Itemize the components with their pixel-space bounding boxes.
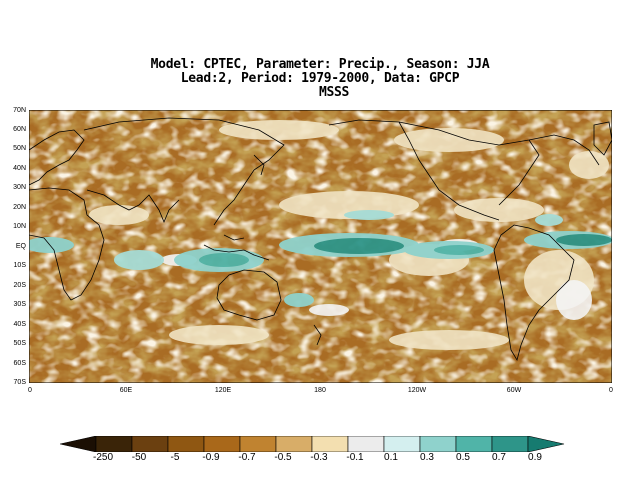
lat-label-eq: EQ	[15, 243, 26, 250]
colorbar-label-9: 0.1	[384, 452, 398, 463]
colorbar-label-1: -250	[92, 452, 114, 463]
teal-band	[29, 210, 612, 307]
colorbar	[60, 436, 565, 452]
colorbar-swatch-1	[95, 436, 133, 452]
lat-label-30n: 30N	[13, 184, 26, 191]
colorbar-swatch-6	[275, 436, 313, 452]
colorbar-label-12: 0.7	[492, 452, 506, 463]
colorbar-swatch-12	[491, 436, 529, 452]
colorbar-label-13: 0.9	[528, 452, 542, 463]
colorbar-swatch-4	[203, 436, 241, 452]
lon-label-0-east: 0	[609, 387, 613, 394]
lat-label-40n: 40N	[13, 165, 26, 172]
chart-title: Model: CPTEC, Parameter: Precip., Season…	[0, 58, 640, 100]
colorbar-label-6: -0.5	[274, 452, 292, 463]
lat-label-10s: 10S	[13, 262, 26, 269]
colorbar-swatch-10	[419, 436, 457, 452]
lat-label-70s: 70S	[13, 379, 26, 386]
colorbar-label-5: -0.7	[238, 452, 256, 463]
colorbar-swatch-11	[455, 436, 493, 452]
title-line-2: Lead:2, Period: 1979-2000, Data: GPCP	[180, 71, 460, 86]
lat-label-70n: 70N	[13, 107, 26, 114]
colorbar-arrow-low	[60, 436, 97, 452]
colorbar-arrow-high	[527, 436, 565, 452]
coastlines	[29, 117, 612, 362]
title-line-3: MSSS	[318, 85, 350, 100]
title-line-1: Model: CPTEC, Parameter: Precip., Season…	[150, 57, 490, 72]
skill-map	[29, 110, 612, 383]
colorbar-label-3: -5	[170, 452, 180, 463]
lat-label-40s: 40S	[13, 321, 26, 328]
lat-label-20s: 20S	[13, 282, 26, 289]
lat-label-60s: 60S	[13, 360, 26, 367]
colorbar-swatch-2	[131, 436, 169, 452]
colorbar-label-2: -50	[131, 452, 147, 463]
lon-label-120e: 120E	[214, 387, 232, 394]
lat-label-50n: 50N	[13, 145, 26, 152]
lon-label-120w: 120W	[407, 387, 427, 394]
colorbar-label-10: 0.3	[420, 452, 434, 463]
colorbar-label-8: -0.1	[346, 452, 364, 463]
colorbar-swatch-3	[167, 436, 205, 452]
lon-label-60w: 60W	[506, 387, 522, 394]
colorbar-swatch-9	[383, 436, 421, 452]
colorbar-swatch-7	[311, 436, 349, 452]
lon-label-0: 0	[28, 387, 32, 394]
colorbar-label-4: -0.9	[202, 452, 220, 463]
lat-label-10n: 10N	[13, 223, 26, 230]
colorbar-label-7: -0.3	[310, 452, 328, 463]
colorbar-swatch-5	[239, 436, 277, 452]
lat-label-50s: 50S	[13, 340, 26, 347]
lat-label-60n: 60N	[13, 126, 26, 133]
lat-label-30s: 30S	[13, 301, 26, 308]
lon-label-60e: 60E	[119, 387, 133, 394]
lon-label-180: 180	[314, 387, 326, 394]
colorbar-swatch-8	[347, 436, 385, 452]
colorbar-label-11: 0.5	[456, 452, 470, 463]
lat-label-20n: 20N	[13, 204, 26, 211]
